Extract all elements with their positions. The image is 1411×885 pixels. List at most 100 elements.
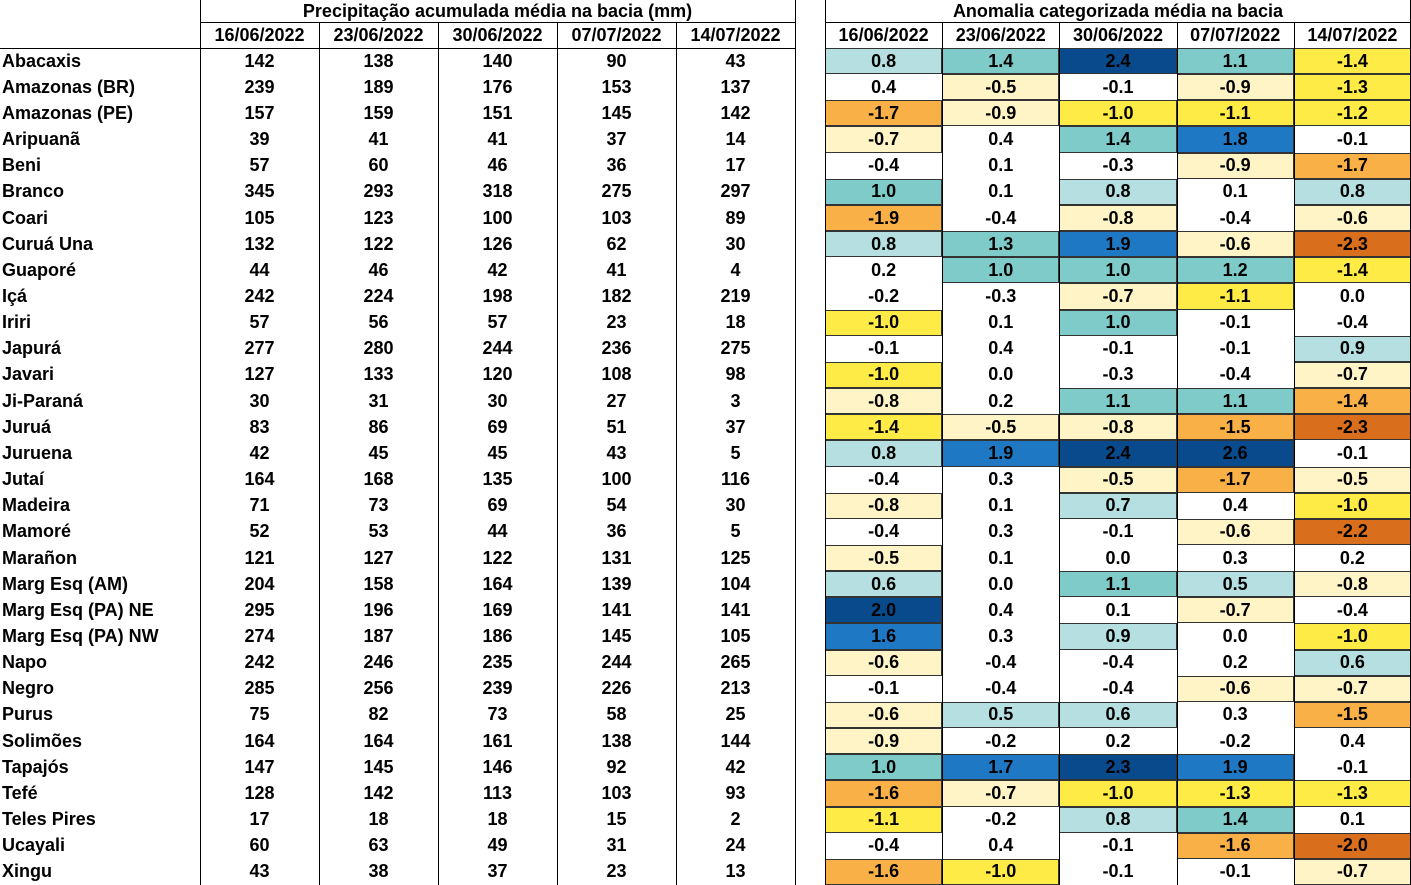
anomaly-cell: 0.2 — [1176, 649, 1294, 676]
anomaly-cell: -0.7 — [1293, 675, 1411, 702]
precip-cell: 92 — [606, 756, 627, 777]
anomaly-cell: 0.5 — [942, 701, 1060, 729]
precip-cell: 105 — [720, 626, 751, 647]
precip-cell: 182 — [601, 285, 632, 306]
anomaly-cell: -0.9 — [942, 100, 1060, 127]
basin-name: Madeira — [2, 495, 71, 516]
precip-cell: 123 — [363, 207, 394, 228]
anomaly-cell: 1.4 — [942, 48, 1060, 75]
precip-cell: 103 — [601, 782, 632, 803]
anomaly-cell: -0.5 — [1059, 466, 1177, 493]
anomaly-cell: 0.4 — [942, 597, 1060, 624]
precip-cell: 137 — [720, 76, 751, 97]
anomaly-cell: 0.8 — [825, 440, 943, 467]
anomaly-cell: 2.3 — [1059, 754, 1177, 781]
precip-cell: 41 — [606, 259, 627, 280]
basin-name: Aripuanã — [2, 129, 81, 150]
anomaly-cell: 0.4 — [1176, 492, 1294, 519]
precip-cell: 17 — [249, 809, 270, 830]
precip-cell: 127 — [244, 364, 275, 385]
basin-name: Abacaxis — [2, 50, 82, 71]
precip-cell: 256 — [363, 678, 394, 699]
anomaly-cell: -0.1 — [1059, 858, 1177, 885]
anomaly-cell: -0.6 — [1176, 675, 1294, 702]
precip-cell: 168 — [363, 469, 394, 490]
basin-name: Curuá Una — [2, 233, 94, 254]
date-header: 23/06/2022 — [955, 24, 1046, 45]
anomaly-cell: -0.1 — [825, 335, 943, 362]
precip-cell: 49 — [487, 835, 508, 856]
precip-cell: 82 — [368, 704, 389, 725]
anomaly-cell: -1.0 — [825, 361, 943, 389]
precip-cell: 37 — [725, 416, 746, 437]
basin-name: Japurá — [2, 338, 62, 359]
precip-cell: 30 — [725, 495, 746, 516]
precip-cell: 100 — [482, 207, 513, 228]
anomaly-cell: -1.5 — [1293, 701, 1411, 729]
precip-cell: 189 — [363, 76, 394, 97]
anomaly-cell: 0.9 — [1293, 335, 1411, 362]
precip-cell: 239 — [482, 678, 513, 699]
precip-cell: 108 — [601, 364, 632, 385]
date-header: 16/06/2022 — [214, 24, 305, 45]
precip-cell: 86 — [368, 416, 389, 437]
anomaly-cell: -0.4 — [1059, 649, 1177, 676]
anomaly-cell: -0.7 — [1293, 858, 1411, 885]
precip-cell: 141 — [601, 599, 632, 620]
date-header: 07/07/2022 — [1190, 24, 1281, 45]
basin-name: Marañon — [2, 547, 78, 568]
anomaly-cell: 1.0 — [825, 754, 943, 781]
precip-cell: 38 — [368, 861, 389, 882]
precip-cell: 133 — [363, 364, 394, 385]
precip-cell: 128 — [244, 782, 275, 803]
basin-name: Guaporé — [2, 259, 77, 280]
anomaly-cell: 0.0 — [942, 361, 1060, 389]
basin-name: Solimões — [2, 730, 83, 751]
anomaly-cell: 0.1 — [1176, 178, 1294, 205]
precip-cell: 204 — [244, 573, 275, 594]
anomaly-cell: 0.0 — [1293, 283, 1411, 310]
anomaly-cell: 0.8 — [1293, 178, 1411, 205]
precip-cell: 62 — [606, 233, 627, 254]
precip-cell: 93 — [725, 782, 746, 803]
precip-cell: 5 — [730, 442, 741, 463]
anomaly-cell: -1.5 — [1176, 414, 1294, 441]
anomaly-cell: -0.9 — [825, 728, 943, 755]
precip-cell: 142 — [363, 782, 394, 803]
anomaly-cell: -0.2 — [942, 728, 1060, 755]
anomaly-cell: 0.6 — [1059, 701, 1177, 729]
anomaly-cell: -0.1 — [1176, 858, 1294, 885]
basin-name: Coari — [2, 207, 49, 228]
anomaly-cell: 1.8 — [1176, 126, 1294, 153]
basin-name: Napo — [2, 652, 47, 673]
date-header: 16/06/2022 — [838, 24, 929, 45]
anomaly-cell: -0.3 — [1059, 361, 1177, 389]
column-rule — [1059, 22, 1061, 885]
anomaly-cell: -2.3 — [1293, 414, 1411, 441]
precip-cell: 17 — [725, 155, 746, 176]
anomaly-cell: 0.1 — [942, 544, 1060, 572]
anomaly-cell: -0.6 — [825, 701, 943, 729]
anomaly-cell: -0.7 — [1176, 597, 1294, 624]
precip-cell: 36 — [606, 155, 627, 176]
date-header: 07/07/2022 — [571, 24, 662, 45]
anomaly-cell: -0.2 — [942, 806, 1060, 833]
precip-cell: 31 — [606, 835, 627, 856]
anomaly-cell: 0.1 — [1293, 806, 1411, 833]
anomaly-cell: 1.0 — [1059, 309, 1177, 336]
column-rule — [1176, 22, 1178, 885]
column-rule — [438, 22, 439, 885]
precip-cell: 45 — [487, 442, 508, 463]
anomaly-cell: 1.1 — [1059, 388, 1177, 415]
anomaly-cell: 0.9 — [1059, 623, 1177, 650]
date-header: 30/06/2022 — [452, 24, 543, 45]
precip-cell: 98 — [725, 364, 746, 385]
precip-cell: 176 — [482, 76, 513, 97]
anomaly-cell: 0.1 — [942, 152, 1060, 179]
precip-cell: 30 — [487, 390, 508, 411]
precip-cell: 138 — [363, 50, 394, 71]
anomaly-cell: -1.6 — [825, 858, 943, 885]
column-rule — [1293, 22, 1295, 885]
precip-cell: 246 — [363, 652, 394, 673]
anomaly-cell: 0.0 — [942, 571, 1060, 598]
